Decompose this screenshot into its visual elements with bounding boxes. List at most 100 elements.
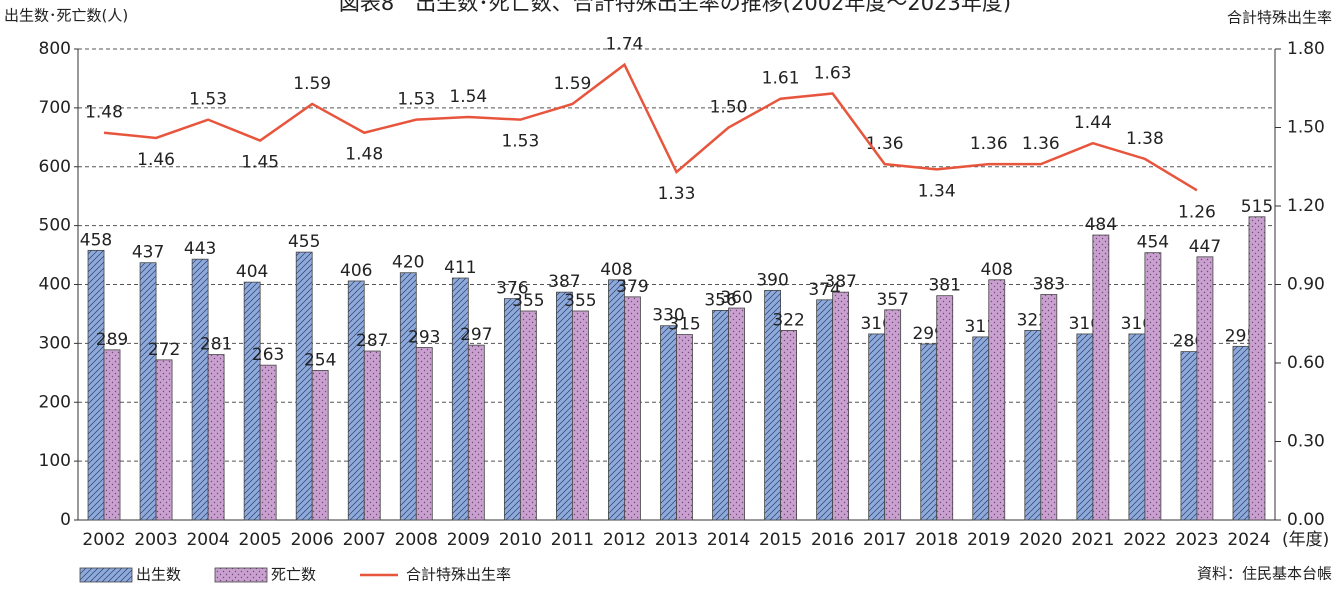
bar: [884, 309, 902, 521]
y2-tick-label: 1.80: [1287, 39, 1325, 59]
bar: [415, 347, 433, 521]
y-tick-label: 500: [39, 216, 71, 236]
x-tick-label: 2002: [82, 530, 125, 550]
data-label: 379: [616, 277, 648, 297]
chart-title: 図表8 出生数･死亡数、合計特殊出生率の推移(2002年度〜2023年度): [339, 0, 1011, 15]
y-tick-label: 200: [39, 392, 71, 412]
data-label: 411: [444, 258, 476, 278]
x-tick-label: 2017: [863, 530, 906, 550]
y2-tick-label: 1.50: [1287, 118, 1325, 138]
bar: [816, 299, 834, 521]
x-tick-label: 2013: [655, 530, 698, 550]
data-label: 390: [756, 270, 788, 290]
bar: [572, 310, 589, 521]
y2-tick-label: 0.90: [1287, 275, 1325, 295]
bar: [712, 310, 729, 521]
data-label: 1.53: [397, 90, 435, 110]
data-label: 1.44: [1074, 113, 1112, 133]
bar: [728, 307, 745, 521]
data-label: 287: [356, 331, 388, 351]
data-label: 1.54: [449, 87, 487, 107]
x-tick-label: 2023: [1175, 530, 1218, 550]
y-tick-label: 800: [39, 39, 71, 59]
y-tick-label: 0: [60, 510, 71, 530]
data-label: 1.63: [814, 63, 852, 83]
data-label: 437: [132, 243, 164, 263]
legend-label: 死亡数: [271, 566, 316, 584]
data-label: 1.48: [345, 145, 383, 165]
bar: [556, 291, 573, 521]
x-tick-label: 2003: [134, 530, 177, 550]
data-label: 383: [1033, 275, 1065, 295]
data-label: 458: [80, 230, 112, 250]
bar: [972, 336, 990, 521]
y-tick-label: 100: [39, 451, 71, 471]
data-label: 515: [1241, 197, 1273, 217]
data-label: 1.26: [1178, 202, 1216, 222]
data-label: 1.61: [762, 69, 800, 89]
x-tick-label: 2007: [343, 530, 386, 550]
x-tick-label: 2004: [186, 530, 229, 550]
bar: [624, 296, 641, 521]
data-label: 1.59: [293, 74, 331, 94]
bar: [676, 334, 693, 521]
data-label: 1.36: [970, 134, 1008, 154]
x-tick-label: 2015: [759, 530, 802, 550]
x-tick-label: 2008: [395, 530, 438, 550]
bar: [608, 279, 625, 521]
bar: [347, 280, 365, 521]
legend-swatch: [79, 567, 133, 583]
line: [103, 62, 1198, 192]
y2-tick-label: 0.60: [1287, 353, 1325, 373]
data-label: 1.36: [1022, 134, 1060, 154]
data-label: 330: [652, 306, 684, 326]
x-tick-label: 2020: [1019, 530, 1062, 550]
data-label: 404: [236, 262, 268, 282]
data-label: 281: [200, 335, 232, 355]
data-label: 381: [928, 276, 960, 296]
data-label: 408: [600, 260, 632, 280]
x-tick-label: 2005: [239, 530, 282, 550]
data-label: 355: [564, 291, 596, 311]
data-label: 387: [548, 272, 580, 292]
y2-tick-label: 0.30: [1287, 432, 1325, 452]
source: 資料：住民基本台帳: [1197, 565, 1332, 583]
y-tick-label: 400: [39, 275, 71, 295]
bar: [868, 333, 886, 521]
data-label: 1.59: [553, 74, 591, 94]
bar: [1144, 252, 1162, 521]
bar: [295, 251, 313, 521]
x-tick-label: 2011: [551, 530, 594, 550]
bar: [1092, 234, 1110, 521]
bar: [259, 364, 277, 521]
x-tick-label: 2014: [707, 530, 750, 550]
bar: [191, 258, 209, 521]
bar: [1248, 216, 1266, 521]
bar: [451, 277, 469, 521]
bar: [155, 359, 173, 521]
data-label: 484: [1085, 215, 1117, 235]
data-label: 272: [148, 340, 180, 360]
x-tick-label: 2012: [603, 530, 646, 550]
data-label: 1.33: [658, 184, 696, 204]
data-label: 1.50: [710, 98, 748, 118]
data-label: 315: [668, 315, 700, 335]
bar: [988, 279, 1006, 521]
data-label: 420: [392, 253, 424, 273]
legend-label: 合計特殊出生率: [406, 566, 511, 584]
data-label: 322: [772, 310, 804, 330]
y-tick-label: 700: [39, 98, 71, 118]
x-tick-label: 2018: [915, 530, 958, 550]
data-label: 443: [184, 239, 216, 259]
x-tick-label: 2024: [1227, 530, 1270, 550]
x-tick-label: 2022: [1123, 530, 1166, 550]
x-tick-label: 2010: [499, 530, 542, 550]
bar: [780, 330, 797, 521]
data-label: 289: [96, 330, 128, 350]
data-label: 297: [460, 325, 492, 345]
bar: [467, 344, 485, 521]
data-label: 293: [408, 327, 440, 347]
y-tick-label: 300: [39, 333, 71, 353]
